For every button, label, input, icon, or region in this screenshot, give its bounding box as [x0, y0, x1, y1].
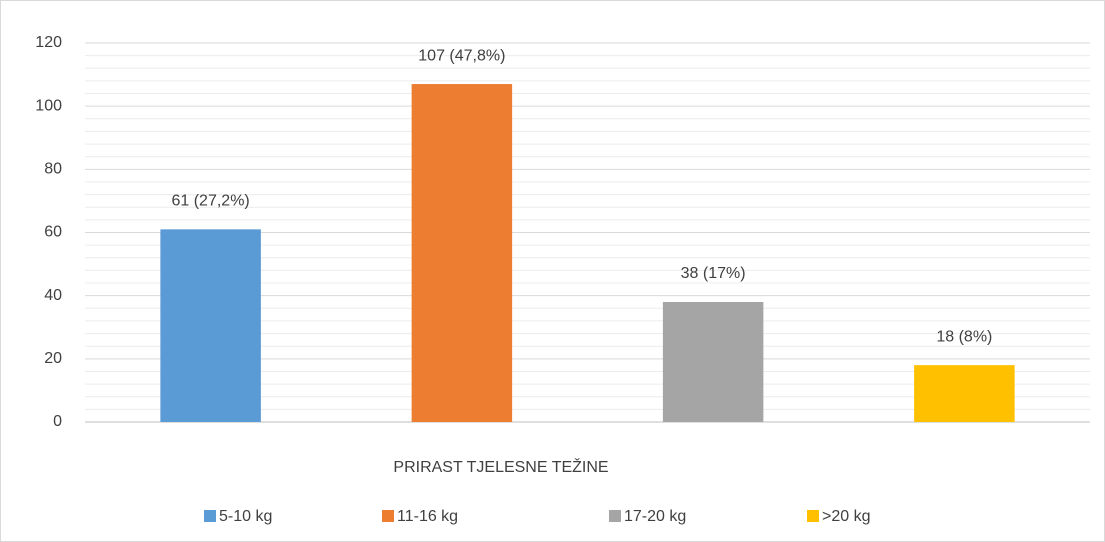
bar [914, 365, 1015, 422]
legend-swatch [609, 510, 621, 522]
y-tick-label: 100 [35, 97, 62, 114]
y-tick-label: 60 [44, 224, 62, 241]
legend-label: 5-10 kg [219, 508, 272, 525]
legend-swatch [204, 510, 216, 522]
bar [160, 229, 261, 422]
bar [411, 84, 513, 422]
legend-label: 17-20 kg [624, 508, 686, 525]
y-tick-label: 20 [44, 350, 62, 367]
bar [662, 301, 764, 422]
y-tick-label: 40 [44, 287, 62, 304]
data-label: 61 (27,2%) [171, 193, 249, 210]
data-label: 38 (17%) [681, 265, 746, 282]
y-tick-label: 120 [35, 34, 62, 51]
y-tick-label: 80 [44, 161, 62, 178]
legend-swatch [382, 510, 394, 522]
data-label: 107 (47,8%) [418, 47, 505, 64]
x-axis-title: PRIRAST TJELESNE TEŽINE [393, 457, 608, 476]
y-tick-label: 0 [53, 413, 62, 430]
legend-swatch [807, 510, 819, 522]
legend-label: 11-16 kg [397, 508, 458, 525]
legend-label: >20 kg [822, 508, 870, 525]
data-label: 18 (8%) [936, 328, 992, 345]
